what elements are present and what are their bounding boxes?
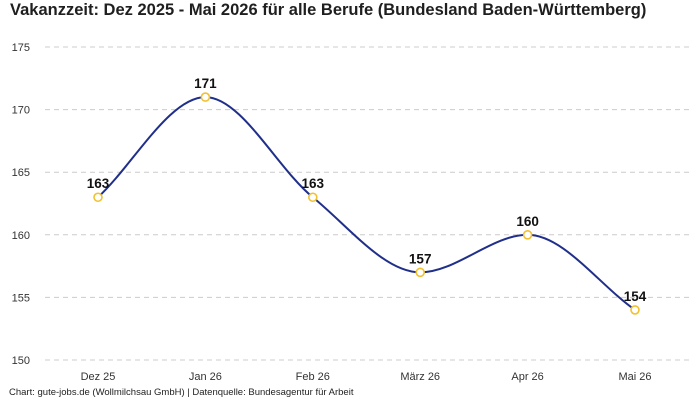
y-tick-label: 160 bbox=[12, 230, 30, 242]
data-label: 163 bbox=[302, 176, 325, 191]
x-tick-label: Dez 25 bbox=[81, 371, 116, 383]
y-tick-label: 175 bbox=[12, 42, 30, 54]
series-line bbox=[97, 96, 636, 311]
x-tick-label: März 26 bbox=[400, 371, 440, 383]
x-tick-label: Feb 26 bbox=[296, 371, 330, 383]
y-tick-label: 165 bbox=[12, 167, 30, 179]
gridlines bbox=[45, 46, 690, 361]
data-point[interactable] bbox=[93, 192, 103, 203]
data-label: 163 bbox=[87, 176, 110, 191]
series-layer bbox=[93, 92, 640, 315]
y-tick-label: 150 bbox=[12, 355, 30, 367]
data-point[interactable] bbox=[307, 192, 318, 203]
data-label: 171 bbox=[194, 76, 217, 91]
x-axis-ticks: Dez 25 Jan 26 Feb 26 März 26 Apr 26 Mai 26 bbox=[81, 371, 652, 383]
y-tick-label: 170 bbox=[12, 105, 30, 117]
y-axis-ticks: 150 155 160 165 170 175 bbox=[12, 42, 30, 367]
data-point[interactable] bbox=[630, 305, 640, 315]
data-label: 157 bbox=[409, 251, 432, 266]
x-tick-label: Jan 26 bbox=[189, 371, 222, 383]
data-point[interactable] bbox=[200, 92, 211, 102]
x-tick-label: Apr 26 bbox=[511, 371, 543, 383]
data-labels: 163 171 163 157 160 154 bbox=[87, 76, 647, 304]
data-label: 154 bbox=[624, 289, 647, 304]
data-point[interactable] bbox=[415, 267, 426, 278]
chart-source-footer: Chart: gute-jobs.de (Wollmilchsau GmbH) … bbox=[9, 387, 354, 398]
x-tick-label: Mai 26 bbox=[618, 371, 651, 383]
chart-title: Vakanzzeit: Dez 2025 - Mai 2026 für alle… bbox=[10, 1, 647, 19]
y-tick-label: 155 bbox=[12, 292, 30, 304]
data-point[interactable] bbox=[522, 230, 533, 240]
data-label: 160 bbox=[516, 214, 539, 229]
